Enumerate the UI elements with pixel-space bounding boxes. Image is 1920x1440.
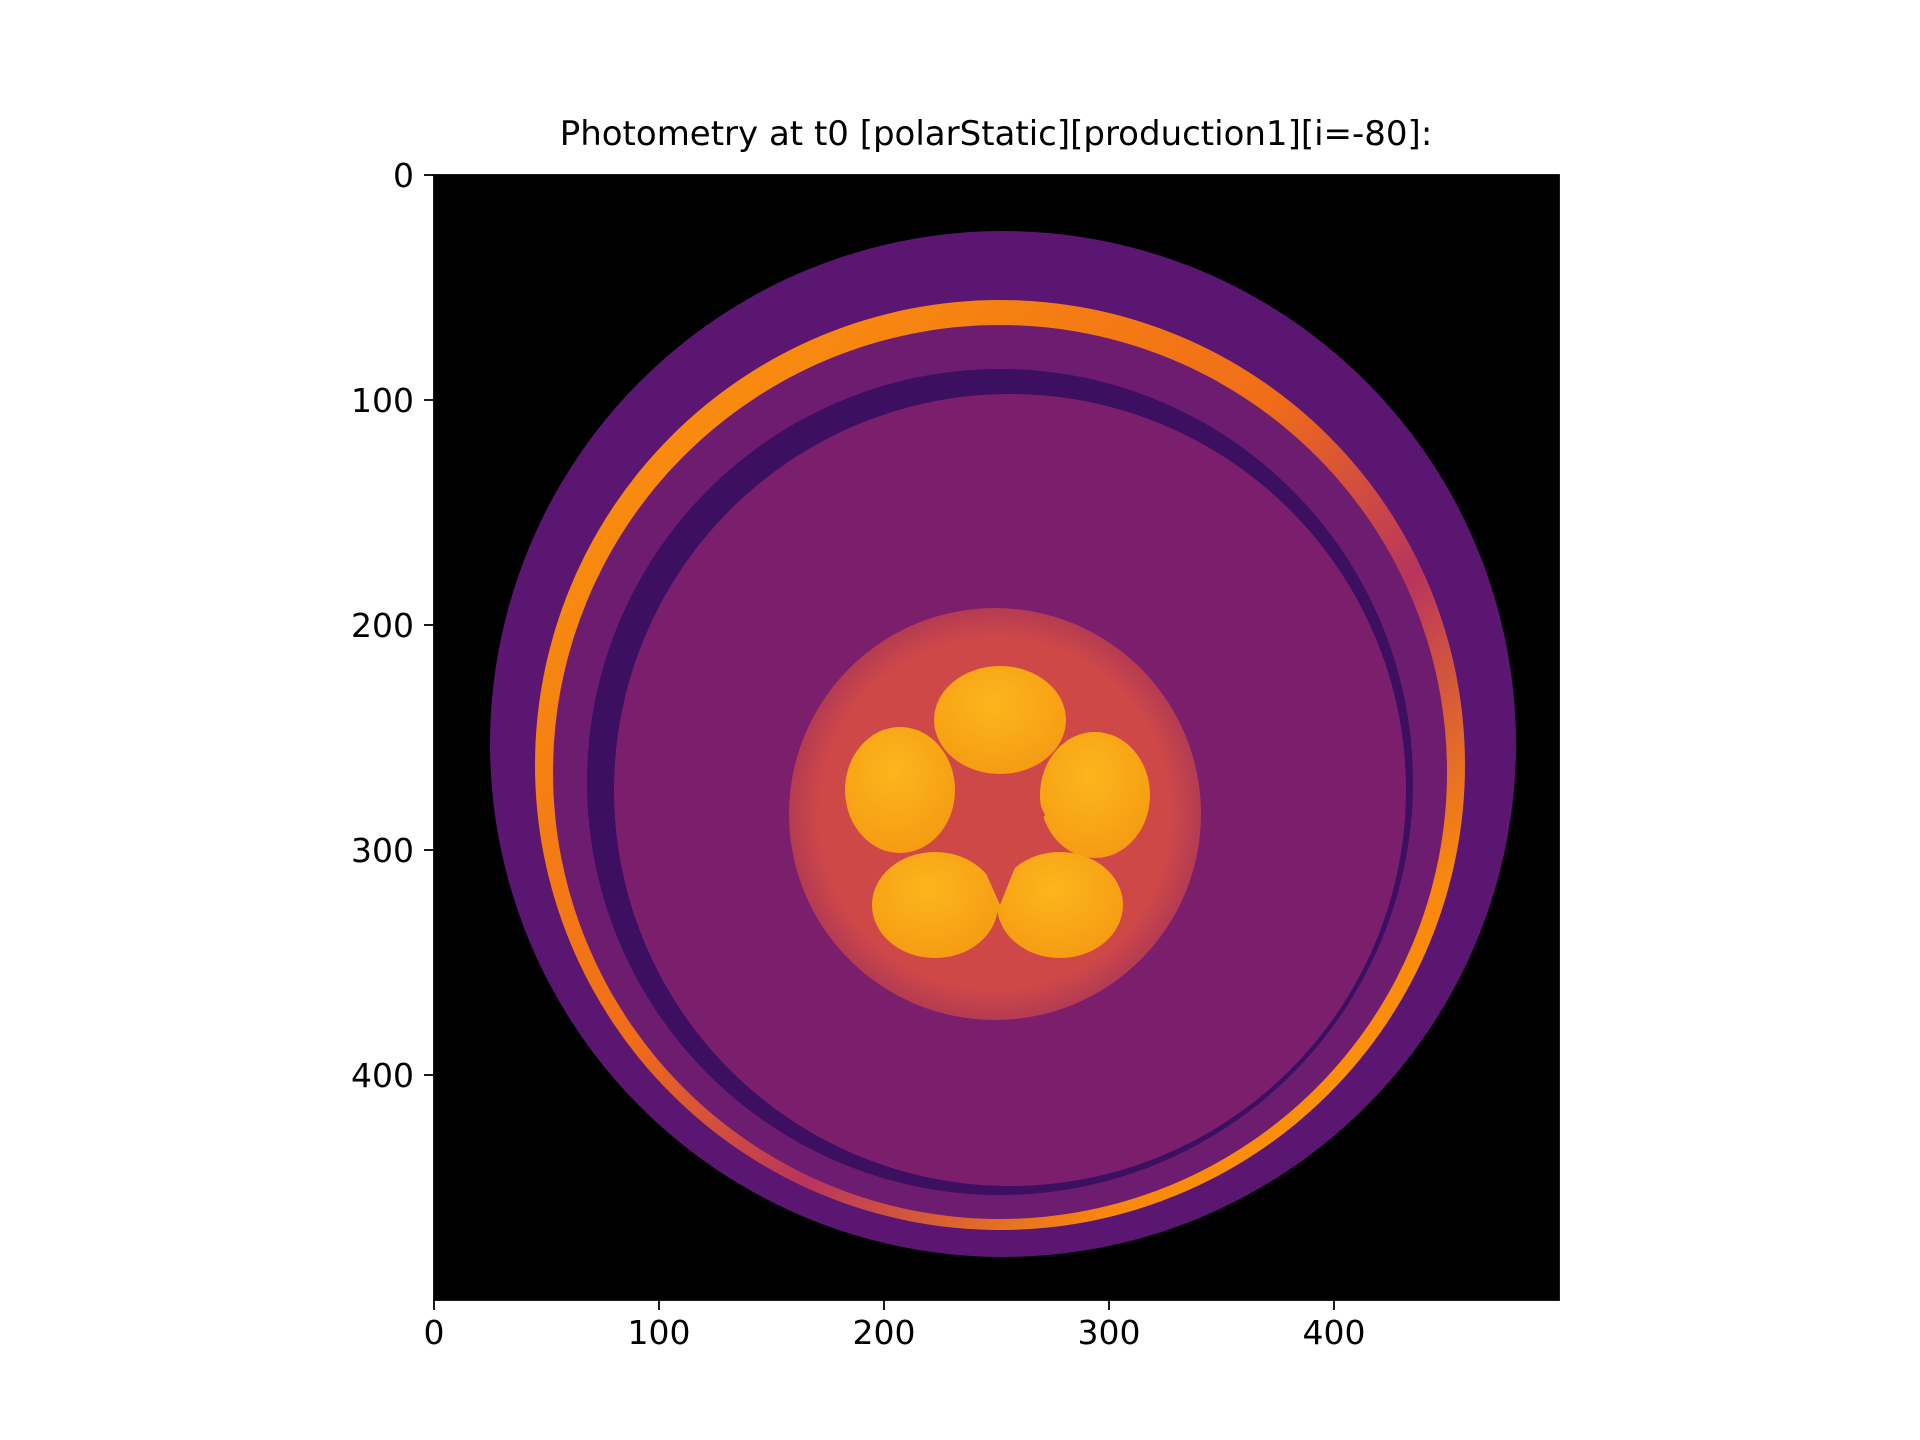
- y-tick-label: 300: [351, 831, 414, 870]
- photometry-image: [490, 231, 1516, 1257]
- spot-bottom-right: [997, 852, 1123, 958]
- axes-frame: [433, 174, 1560, 1301]
- spot-right: [1040, 732, 1150, 858]
- x-tick-label: 0: [424, 1313, 445, 1352]
- y-tick-label: 400: [351, 1056, 414, 1095]
- spot-bottom-left: [872, 852, 998, 958]
- spot-top: [934, 666, 1066, 774]
- x-tick-label: 300: [1078, 1313, 1141, 1352]
- y-tick-label: 200: [351, 606, 414, 645]
- x-tick-label: 200: [853, 1313, 916, 1352]
- y-tick-label: 0: [393, 156, 414, 195]
- central-gap: [952, 772, 1045, 905]
- x-tick-label: 400: [1303, 1313, 1366, 1352]
- image-axes: 0 100 200 300 400 0 100 200 300 400: [351, 156, 1560, 1352]
- x-tick-label: 100: [628, 1313, 691, 1352]
- y-axis: 0 100 200 300 400: [351, 156, 434, 1095]
- bright-spots: [845, 666, 1150, 958]
- y-tick-label: 100: [351, 381, 414, 420]
- figure-title: Photometry at t0 [polarStatic][productio…: [560, 114, 1433, 154]
- x-axis: 0 100 200 300 400: [424, 1300, 1366, 1352]
- spot-left: [845, 727, 955, 853]
